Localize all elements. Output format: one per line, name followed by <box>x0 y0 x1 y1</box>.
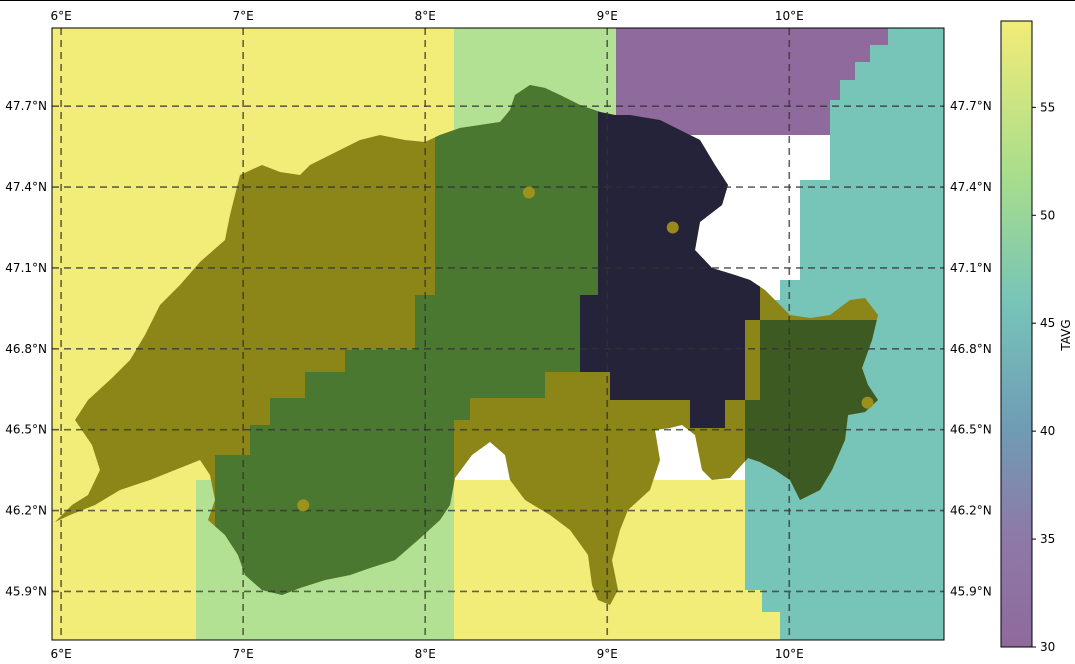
colorbar-tick-label: 55 <box>1040 100 1055 114</box>
colorbar-tick-label: 45 <box>1040 316 1055 330</box>
background-grid-cells <box>52 28 944 640</box>
lat-tick-label-right: 46.2°N <box>950 504 992 518</box>
colorbar-tick-label: 40 <box>1040 424 1055 438</box>
lat-tick-label-right: 47.7°N <box>950 99 992 113</box>
longitude-ticks: 6°E 6°E 7°E 7°E 8°E 8°E 9°E 9°E 10°E 10°E <box>50 9 803 661</box>
zone-green-north <box>345 85 600 420</box>
lon-tick-label-top: 6°E <box>50 9 71 23</box>
top-border <box>0 0 1075 1</box>
colorbar-ticks: 55 50 45 40 35 30 <box>1032 100 1055 654</box>
colorbar-tick-label: 50 <box>1040 208 1055 222</box>
station-markers <box>297 186 874 512</box>
lat-tick-label-right: 45.9°N <box>950 584 992 598</box>
colorbar-label: TAVG <box>1059 319 1073 351</box>
station-marker <box>297 499 310 512</box>
lat-tick-label-right: 46.8°N <box>950 342 992 356</box>
station-marker <box>522 186 535 199</box>
lat-tick-label-left: 47.1°N <box>5 261 47 275</box>
station-marker <box>666 221 679 234</box>
lat-tick-label-right: 47.4°N <box>950 180 992 194</box>
lon-tick-label-bottom: 9°E <box>597 647 618 661</box>
lat-tick-label-left: 46.5°N <box>5 423 47 437</box>
map-frame <box>51 27 945 641</box>
field-yellow-south <box>454 480 780 640</box>
lat-tick-label-left: 45.9°N <box>5 584 47 598</box>
lon-tick-label-bottom: 8°E <box>415 647 436 661</box>
lon-tick-label-top: 10°E <box>775 9 804 23</box>
lon-tick-label-bottom: 7°E <box>233 647 254 661</box>
lat-tick-label-left: 47.7°N <box>5 99 47 113</box>
lat-tick-label-left: 46.8°N <box>5 342 47 356</box>
lon-tick-label-bottom: 10°E <box>775 647 804 661</box>
colorbar <box>1000 20 1033 648</box>
field-purple-northeast <box>616 28 888 135</box>
graticule <box>52 28 944 640</box>
lon-tick-label-bottom: 6°E <box>50 647 71 661</box>
latitude-ticks: 47.7°N 47.7°N 47.4°N 47.4°N 47.1°N 47.1°N 46.8… <box>5 99 991 598</box>
lon-tick-label-top: 8°E <box>415 9 436 23</box>
station-marker <box>861 396 874 409</box>
lon-tick-label-top: 7°E <box>233 9 254 23</box>
lat-tick-label-right: 47.1°N <box>950 261 992 275</box>
lon-tick-label-top: 9°E <box>597 9 618 23</box>
colorbar-tick-label: 35 <box>1040 532 1055 546</box>
colorbar-tick-label: 30 <box>1040 640 1055 654</box>
lat-tick-label-left: 46.2°N <box>5 504 47 518</box>
lat-tick-label-left: 47.4°N <box>5 180 47 194</box>
lat-tick-label-right: 46.5°N <box>950 423 992 437</box>
